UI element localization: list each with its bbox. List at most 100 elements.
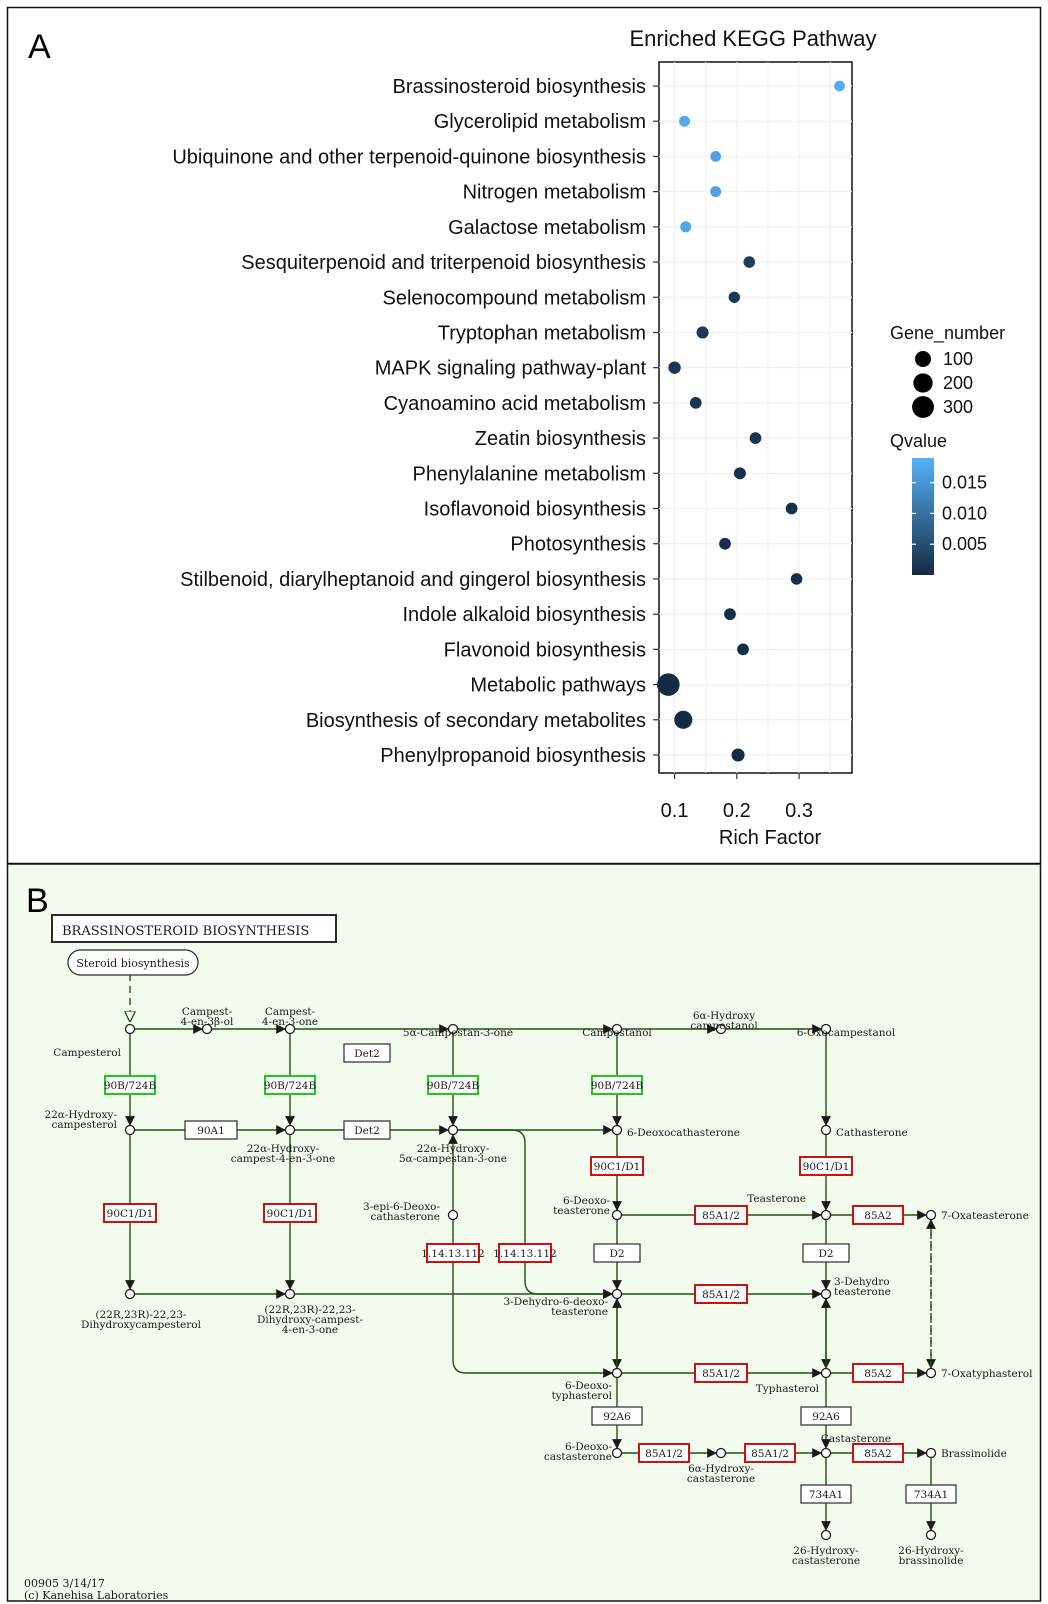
- enzyme-box[interactable]: [744, 1443, 796, 1463]
- compound-node[interactable]: [447, 1023, 459, 1035]
- compound-node[interactable]: [611, 1209, 623, 1221]
- compound-node[interactable]: [447, 1124, 459, 1136]
- enzyme-label: 92A6: [812, 1411, 840, 1423]
- compound-label: 3-Dehydro-6-deoxo-teasterone: [504, 1296, 609, 1318]
- compound-node[interactable]: [611, 1023, 623, 1035]
- compound-node[interactable]: [820, 1367, 832, 1379]
- enzyme-label: Det2: [354, 1048, 380, 1060]
- map-link-box[interactable]: [67, 949, 199, 976]
- compound-node[interactable]: [124, 1023, 136, 1035]
- x-tick-label: 0.1: [661, 800, 689, 822]
- data-point: [680, 221, 692, 233]
- compound-node[interactable]: [820, 1023, 832, 1035]
- compound-node[interactable]: [284, 1124, 296, 1136]
- map-link: Steroid biosynthesis: [67, 949, 199, 976]
- compound-node[interactable]: [925, 1209, 937, 1221]
- enzyme-box[interactable]: [343, 1043, 391, 1063]
- compound-node[interactable]: [820, 1529, 832, 1541]
- data-point: [710, 151, 722, 162]
- y-tick-label: Stilbenoid, diarylheptanoid and gingerol…: [180, 569, 646, 591]
- compound-node[interactable]: [611, 1288, 623, 1300]
- data-point: [785, 502, 798, 515]
- compound-node[interactable]: [820, 1447, 832, 1459]
- enzyme-label: 85A1/2: [702, 1368, 740, 1380]
- compound-node[interactable]: [925, 1367, 937, 1379]
- x-tick-label: 0.2: [723, 800, 751, 822]
- enzyme-box[interactable]: [799, 1156, 853, 1176]
- y-tick-label: Isoflavonoid biosynthesis: [424, 499, 646, 521]
- y-tick-label: Sesquiterpenoid and triterpenoid biosynt…: [241, 252, 646, 274]
- size-legend-items: 100 200 300: [912, 349, 973, 418]
- panel-b-frame: [6, 863, 1042, 1602]
- compound-node[interactable]: [925, 1529, 937, 1541]
- compound-node[interactable]: [611, 1124, 623, 1136]
- enzyme-box[interactable]: [498, 1243, 552, 1263]
- enzyme-box[interactable]: [694, 1205, 748, 1225]
- enzyme-box[interactable]: [591, 1406, 643, 1426]
- enzyme-box[interactable]: [800, 1406, 852, 1426]
- enzyme-box[interactable]: [638, 1443, 690, 1463]
- enzyme-box[interactable]: [593, 1243, 641, 1263]
- panel-b: B BRASSINOSTEROID BIOSYNTHESIS Steroid b…: [6, 863, 1042, 1602]
- compound-node[interactable]: [284, 1023, 296, 1035]
- compound-label: 22α-Hydroxy-campest-4-en-3-one: [231, 1143, 335, 1165]
- enzyme-box[interactable]: [590, 1156, 644, 1176]
- compound-node[interactable]: [611, 1367, 623, 1379]
- compound-node[interactable]: [820, 1288, 832, 1300]
- enzyme-label: 90C1/D1: [594, 1161, 641, 1173]
- enzyme-label: Det2: [354, 1125, 380, 1137]
- compound-node[interactable]: [925, 1447, 937, 1459]
- enzyme-box[interactable]: [694, 1363, 748, 1383]
- compound-node[interactable]: [715, 1447, 727, 1459]
- enzyme-label: 85A2: [864, 1368, 892, 1380]
- enzyme-box[interactable]: [264, 1075, 316, 1095]
- size-legend: Gene_number 100 200 300: [890, 323, 1005, 418]
- data-point: [834, 80, 845, 92]
- compound-node[interactable]: [715, 1023, 727, 1035]
- enzyme-box[interactable]: [852, 1443, 904, 1463]
- enzyme-box[interactable]: [802, 1243, 850, 1263]
- map-link-label[interactable]: Steroid biosynthesis: [76, 957, 190, 970]
- compound-node[interactable]: [820, 1209, 832, 1221]
- compound-node[interactable]: [124, 1288, 136, 1300]
- color-legend-bar: [912, 458, 934, 575]
- enzyme-box[interactable]: [800, 1484, 852, 1504]
- enzyme-box[interactable]: [852, 1205, 904, 1225]
- enzyme-box[interactable]: [427, 1075, 479, 1095]
- compound-label: Teasterone: [747, 1193, 806, 1205]
- enzyme-box[interactable]: [852, 1363, 904, 1383]
- y-tick-label: Brassinosteroid biosynthesis: [393, 76, 646, 98]
- y-tick-label: Phenylalanine metabolism: [413, 463, 646, 485]
- enzyme-box[interactable]: [343, 1120, 391, 1140]
- compound-label: Campest-4-en-3-one: [262, 1006, 318, 1028]
- y-tick-label: Nitrogen metabolism: [463, 182, 646, 204]
- color-legend-ticks: 0.015 0.010 0.005: [912, 473, 987, 554]
- compound-label: 22α-Hydroxy-campesterol: [44, 1109, 117, 1131]
- compound-node[interactable]: [820, 1124, 832, 1136]
- enzyme-box[interactable]: [184, 1120, 238, 1140]
- enzyme-box[interactable]: [426, 1243, 480, 1263]
- enzyme-label: 90B/724B: [264, 1080, 317, 1092]
- y-axis: Brassinosteroid biosynthesis Glycerolipid…: [172, 76, 659, 767]
- compound-label: Campest-4-en-3β-ol: [181, 1006, 234, 1028]
- x-tick-label: 0.3: [785, 800, 813, 822]
- grid-lines: [659, 62, 852, 773]
- compound-node[interactable]: [611, 1447, 623, 1459]
- compound-node[interactable]: [284, 1288, 296, 1300]
- enzyme-box[interactable]: [263, 1203, 317, 1223]
- compound-node[interactable]: [201, 1023, 213, 1035]
- compound-node[interactable]: [447, 1209, 459, 1221]
- enzyme-box[interactable]: [905, 1484, 957, 1504]
- data-point: [679, 115, 691, 127]
- enzyme-label: 90B/724B: [591, 1080, 644, 1092]
- y-tick-label: MAPK signaling pathway-plant: [375, 358, 647, 380]
- enzyme-box[interactable]: [104, 1075, 156, 1095]
- panel-a-letter: A: [28, 28, 51, 66]
- enzyme-box[interactable]: [694, 1284, 748, 1304]
- enzyme-box[interactable]: [591, 1075, 643, 1095]
- compound-label: (22R,23R)-22,23-Dihydroxycampesterol: [81, 1309, 202, 1331]
- enzyme-box[interactable]: [103, 1203, 157, 1223]
- compound-node[interactable]: [124, 1124, 136, 1136]
- y-tick-label: Zeatin biosynthesis: [475, 428, 646, 450]
- data-points: [657, 80, 845, 762]
